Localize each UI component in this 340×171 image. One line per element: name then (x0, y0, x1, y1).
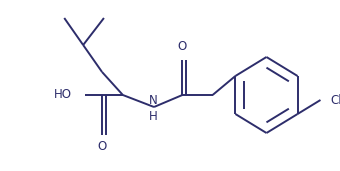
Text: O: O (178, 40, 187, 53)
Text: N: N (149, 94, 157, 107)
Text: HO: HO (54, 89, 72, 102)
Text: H: H (149, 109, 157, 122)
Text: O: O (98, 140, 107, 153)
Text: Cl: Cl (330, 94, 340, 107)
